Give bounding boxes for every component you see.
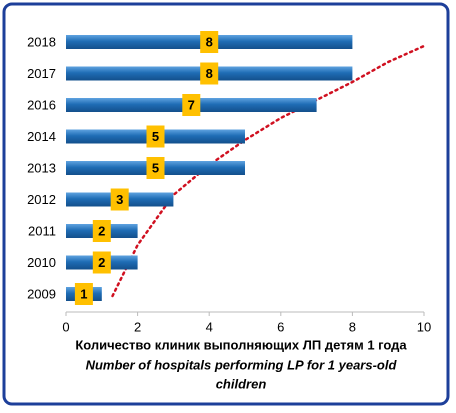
- y-tick-label: 2010: [27, 255, 56, 270]
- y-tick-label: 2011: [28, 223, 56, 238]
- data-label: 3: [116, 192, 123, 207]
- data-label: 2: [98, 255, 105, 270]
- y-tick-label: 2013: [27, 160, 56, 175]
- y-tick-label: 2009: [27, 286, 56, 301]
- x-tick-label: 10: [417, 319, 431, 334]
- x-tick-label: 8: [349, 319, 356, 334]
- data-label-box: [92, 220, 111, 242]
- y-tick-label: 2016: [27, 97, 56, 112]
- data-label: 1: [80, 286, 87, 301]
- x-tick-label: 6: [277, 319, 284, 334]
- x-axis-title-en: children: [216, 376, 267, 391]
- data-label-box: [146, 125, 165, 148]
- data-label-box: [74, 283, 93, 305]
- y-tick-label: 2014: [27, 129, 56, 144]
- y-tick-label: 2017: [27, 66, 56, 81]
- trendline: [111, 44, 426, 298]
- data-label-box: [146, 157, 165, 179]
- data-label-box: [92, 251, 111, 274]
- data-label: 7: [188, 97, 195, 112]
- x-tick-label: 0: [62, 319, 69, 334]
- data-label-box: [110, 188, 129, 211]
- x-axis-title-en: Number of hospitals performing LP for 1 …: [86, 357, 398, 372]
- data-label: 8: [206, 66, 213, 81]
- data-label-box: [182, 94, 201, 116]
- data-label: 5: [152, 160, 159, 175]
- y-tick-label: 2012: [27, 192, 56, 207]
- x-tick-label: 4: [206, 319, 213, 334]
- x-axis-title: Количество клиник выполняющих ЛП детям 1…: [75, 337, 407, 352]
- data-label: 2: [98, 223, 105, 238]
- data-label: 8: [206, 34, 213, 49]
- data-label: 5: [152, 129, 159, 144]
- y-tick-label: 2018: [27, 34, 56, 49]
- data-label-box: [200, 62, 219, 85]
- x-tick-label: 2: [134, 319, 141, 334]
- data-label-box: [200, 31, 219, 53]
